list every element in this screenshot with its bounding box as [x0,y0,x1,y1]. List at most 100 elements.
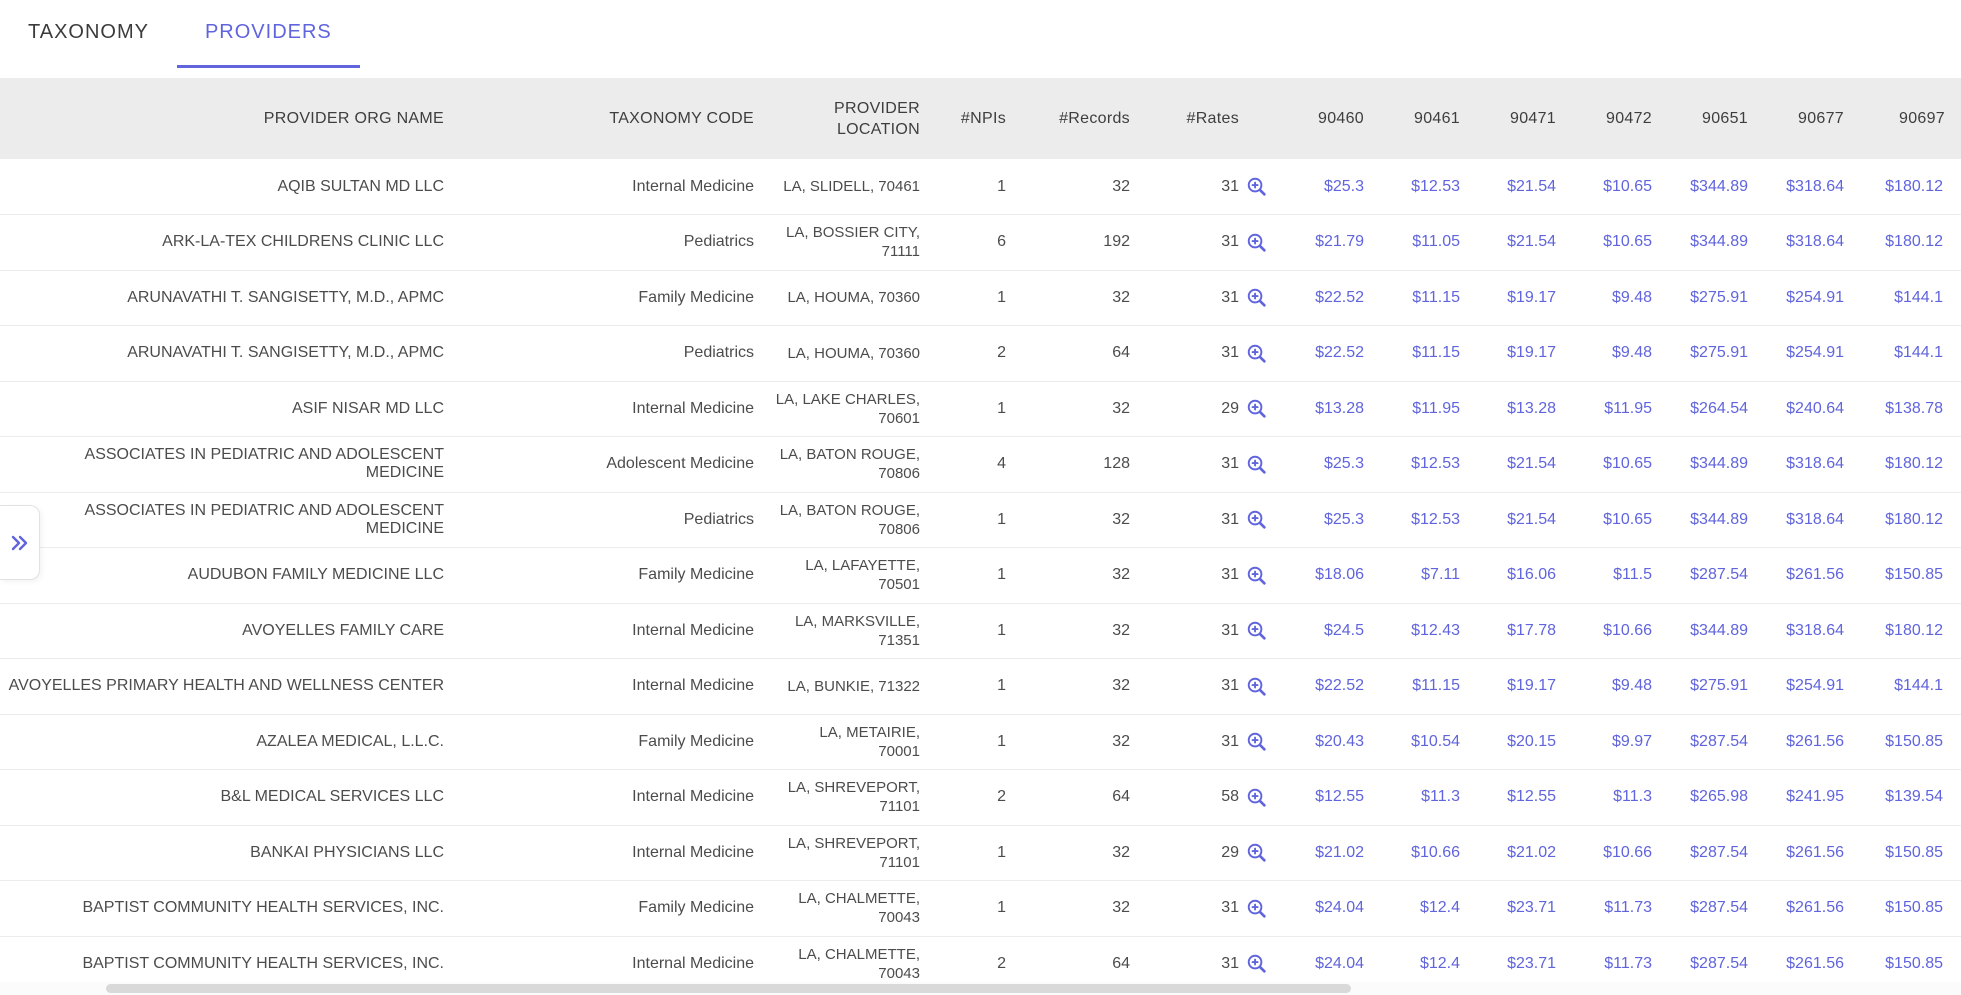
provider-location: LA, LAKE CHARLES, 70601 [770,381,932,437]
provider-location: LA, BATON ROUGE, 70806 [770,436,932,493]
rates-cell: 31 [1146,492,1284,548]
npis-count: 1 [932,603,1022,659]
rate-price-90651: $275.91 [1668,270,1764,326]
zoom-in-icon[interactable] [1245,730,1268,753]
table-row: AVOYELLES PRIMARY HEALTH AND WELLNESS CE… [0,658,1961,715]
zoom-in-icon[interactable] [1245,397,1268,420]
rate-price-90460: $24.5 [1284,603,1380,659]
npis-count: 1 [932,714,1022,770]
rate-price-90461: $11.05 [1380,214,1476,271]
providers-table-area: PROVIDER ORG NAME TAXONOMY CODE PROVIDER… [0,78,1961,992]
zoom-in-icon[interactable] [1245,342,1268,365]
sidebar-expander-button[interactable] [0,505,40,580]
provider-org-name: AVOYELLES FAMILY CARE [0,603,460,659]
header-code-90677: 90677 [1764,78,1860,159]
rate-price-90461: $12.43 [1380,603,1476,659]
rate-price-90697: $180.12 [1860,603,1961,659]
header-records: #Records [1022,78,1146,159]
rates-cell: 31 [1146,270,1284,326]
provider-location: LA, METAIRIE, 70001 [770,714,932,770]
rates-cell: 29 [1146,381,1284,437]
tab-providers[interactable]: PROVIDERS [176,0,360,68]
zoom-in-icon[interactable] [1245,952,1268,975]
rate-price-90460: $21.02 [1284,825,1380,881]
taxonomy-code: Pediatrics [460,214,770,271]
rate-price-90471: $16.06 [1476,547,1572,604]
rate-price-90677: $261.56 [1764,714,1860,770]
records-count: 128 [1022,436,1146,493]
rate-price-90471: $20.15 [1476,714,1572,770]
rate-price-90697: $180.12 [1860,436,1961,493]
taxonomy-code: Internal Medicine [460,825,770,881]
table-row: ARK-LA-TEX CHILDRENS CLINIC LLC Pediatri… [0,214,1961,271]
horizontal-scrollbar[interactable] [0,982,1961,995]
records-count: 64 [1022,325,1146,382]
zoom-in-icon[interactable] [1245,675,1268,698]
records-count: 64 [1022,769,1146,826]
npis-count: 1 [932,547,1022,604]
provider-org-name: ASSOCIATES IN PEDIATRIC AND ADOLESCENT M… [0,492,460,548]
zoom-in-icon[interactable] [1245,841,1268,864]
rate-price-90460: $13.28 [1284,381,1380,437]
provider-location: LA, HOUMA, 70360 [770,325,932,382]
rates-cell: 31 [1146,436,1284,493]
rate-price-90460: $12.55 [1284,769,1380,826]
rate-price-90677: $240.64 [1764,381,1860,437]
rate-price-90677: $254.91 [1764,325,1860,382]
rate-price-90651: $275.91 [1668,325,1764,382]
records-count: 32 [1022,658,1146,715]
zoom-in-icon[interactable] [1245,619,1268,642]
rates-count: 31 [1221,288,1239,306]
rate-price-90697: $180.12 [1860,214,1961,271]
rate-price-90697: $150.85 [1860,547,1961,604]
records-count: 32 [1022,492,1146,548]
rate-price-90461: $11.95 [1380,381,1476,437]
npis-count: 1 [932,381,1022,437]
tab-taxonomy[interactable]: TAXONOMY [28,21,149,43]
zoom-in-icon[interactable] [1245,786,1268,809]
zoom-in-icon[interactable] [1245,453,1268,476]
npis-count: 4 [932,436,1022,493]
zoom-in-icon[interactable] [1245,286,1268,309]
taxonomy-code: Family Medicine [460,270,770,326]
header-code-90461: 90461 [1380,78,1476,159]
tab-bar: TAXONOMY PROVIDERS [0,0,1961,68]
rate-price-90697: $144.1 [1860,270,1961,326]
zoom-in-icon[interactable] [1245,564,1268,587]
provider-location: LA, HOUMA, 70360 [770,270,932,326]
table-row: BANKAI PHYSICIANS LLC Internal Medicine … [0,825,1961,881]
taxonomy-code: Family Medicine [460,547,770,604]
taxonomy-code: Internal Medicine [460,381,770,437]
provider-location: LA, BUNKIE, 71322 [770,658,932,715]
zoom-in-icon[interactable] [1245,231,1268,254]
zoom-in-icon[interactable] [1245,175,1268,198]
rate-price-90472: $11.73 [1572,880,1668,937]
rate-price-90472: $10.66 [1572,825,1668,881]
rate-price-90651: $287.54 [1668,547,1764,604]
rate-price-90460: $22.52 [1284,658,1380,715]
rate-price-90677: $318.64 [1764,436,1860,493]
rate-price-90461: $11.15 [1380,270,1476,326]
header-provider-org-name: PROVIDER ORG NAME [0,78,460,159]
records-count: 32 [1022,381,1146,437]
rate-price-90461: $10.54 [1380,714,1476,770]
rate-price-90651: $287.54 [1668,825,1764,881]
table-row: ARUNAVATHI T. SANGISETTY, M.D., APMC Ped… [0,325,1961,382]
rate-price-90471: $19.17 [1476,325,1572,382]
rate-price-90677: $254.91 [1764,658,1860,715]
rate-price-90651: $344.89 [1668,492,1764,548]
rate-price-90461: $11.15 [1380,325,1476,382]
rate-price-90651: $344.89 [1668,214,1764,271]
rate-price-90472: $10.66 [1572,603,1668,659]
rate-price-90460: $25.3 [1284,492,1380,548]
rate-price-90472: $9.48 [1572,658,1668,715]
rates-count: 31 [1221,899,1239,917]
rates-count: 31 [1221,344,1239,362]
zoom-in-icon[interactable] [1245,508,1268,531]
rate-price-90697: $150.85 [1860,825,1961,881]
rate-price-90472: $9.97 [1572,714,1668,770]
zoom-in-icon[interactable] [1245,897,1268,920]
scrollbar-thumb[interactable] [106,984,1351,993]
header-code-90471: 90471 [1476,78,1572,159]
